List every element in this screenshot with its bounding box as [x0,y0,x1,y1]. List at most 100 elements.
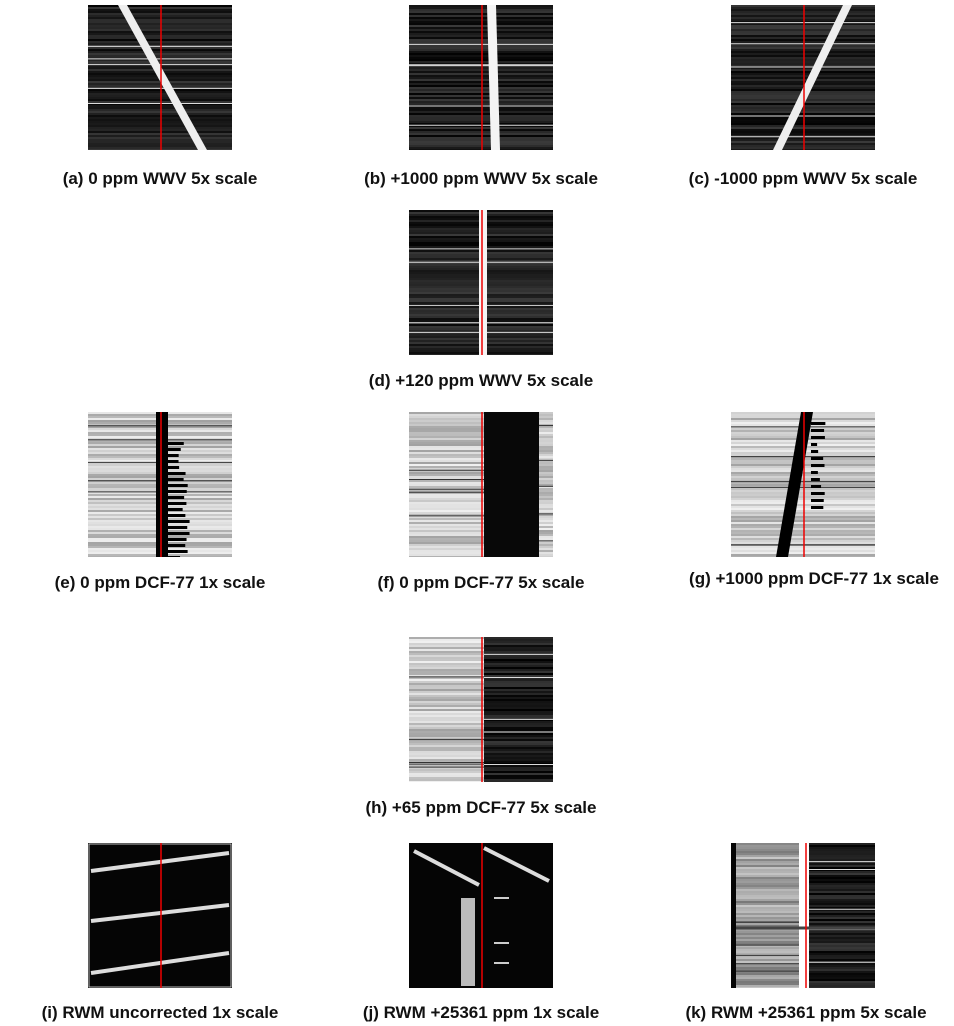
texture-row [809,903,875,905]
texture-row [731,83,875,85]
texture-row [409,75,553,77]
texture-row [88,17,232,19]
texture-row [409,771,484,773]
tick [168,556,181,557]
texture-row [731,496,875,498]
texture-row [809,871,875,873]
texture-row [409,639,484,641]
tick [811,478,820,481]
texture-row [409,33,553,35]
spectrogram [731,412,875,557]
texture-row [736,959,799,961]
texture-row [731,556,875,557]
texture-row [736,863,799,865]
texture-row [809,977,875,979]
texture-row [484,643,553,645]
texture-row [409,536,484,538]
texture-row [409,115,553,117]
texture-row [484,773,553,775]
texture-row [409,552,484,554]
texture-row [409,430,484,432]
tick [811,492,825,495]
texture-row [88,19,232,21]
texture-row [88,99,232,101]
texture-row [409,675,484,677]
texture-row [409,649,484,651]
texture-row [736,981,799,983]
texture-row [409,107,553,109]
tick [168,550,188,553]
texture-row [809,925,875,927]
texture-row [88,59,232,61]
texture-row [409,735,484,737]
texture-row [409,755,484,757]
texture-row [409,522,484,524]
texture-row [731,75,875,77]
texture-row [539,422,553,424]
texture-row [409,97,553,99]
texture-row [484,659,553,661]
texture-row [484,753,553,755]
texture-row [409,548,484,550]
texture-row [409,476,484,478]
texture-row [809,935,875,937]
texture-row [409,540,484,542]
texture-row [731,9,875,11]
texture-row [484,675,553,677]
texture-row [88,35,232,37]
texture-row [731,59,875,61]
texture-row [731,47,875,49]
caption: (d) +120 ppm WWV 5x scale [368,371,594,390]
texture-row [409,63,553,65]
texture-row [484,697,553,699]
texture-row [731,516,875,518]
texture-row [409,81,553,83]
texture-row [88,31,232,33]
texture-row [409,416,484,418]
texture-row [409,37,553,39]
texture-row [409,69,553,71]
texture-row [409,739,484,741]
texture-row [731,506,875,508]
texture-row [409,121,553,123]
caption: (f) 0 ppm DCF-77 5x scale [377,573,585,592]
texture-row [736,869,799,871]
texture-row [731,552,875,554]
texture-row [539,416,553,418]
texture-row [539,454,553,456]
texture-row [809,955,875,957]
texture-row [731,494,875,496]
texture-row [409,444,484,446]
texture-row [736,955,799,957]
texture-row [731,546,875,548]
texture-row [409,767,484,769]
texture-row [731,526,875,528]
texture-row [88,143,232,145]
texture-row [88,149,232,150]
texture-row [731,109,875,111]
tick [168,472,186,475]
caption: (h) +65 ppm DCF-77 5x scale [365,798,597,817]
texture-row [409,769,484,771]
texture-row [409,659,484,661]
texture-row [539,488,553,490]
texture-row [409,15,553,17]
tick [811,443,818,446]
texture-row [731,119,875,121]
texture-row [736,965,799,967]
texture-row [409,504,484,506]
texture-row [409,49,553,51]
texture-row [736,939,799,941]
texture-row [731,131,875,133]
texture-row [409,685,484,687]
texture-row [88,27,232,29]
texture-row [809,945,875,947]
texture-row [809,853,875,855]
caption: (k) RWM +25361 ppm 5x scale [685,1003,927,1022]
caption: (c) -1000 ppm WWV 5x scale [688,169,918,188]
texture-row [731,121,875,123]
texture-row [484,735,553,737]
texture-row [484,719,553,721]
texture-row [731,542,875,544]
texture-row [409,29,553,31]
